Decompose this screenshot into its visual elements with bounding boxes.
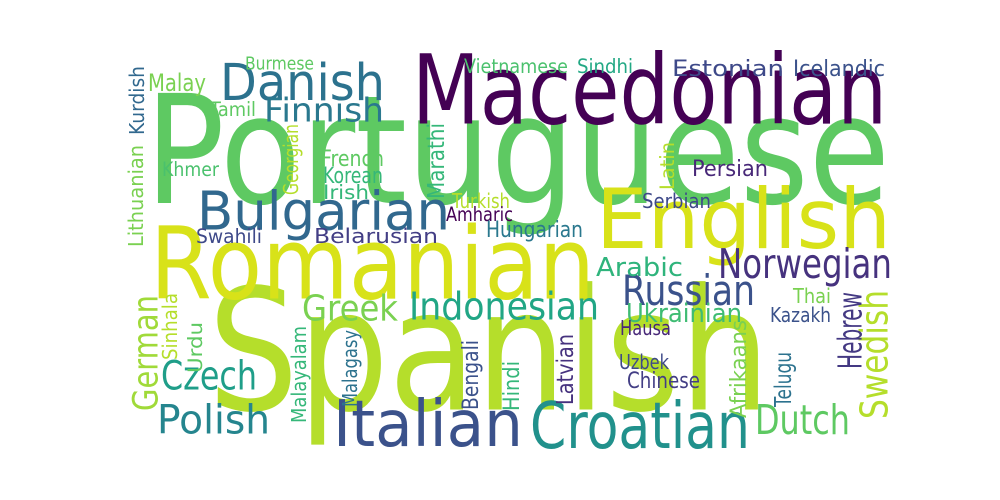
word-swedish: Swedish <box>853 290 898 419</box>
word-french: French <box>321 147 384 172</box>
word-thai: Thai <box>792 284 831 308</box>
word-belarusian: Belarusian <box>314 224 438 248</box>
word-malay: Malay <box>148 68 206 97</box>
word-indonesian: Indonesian <box>409 285 599 330</box>
word-czech: Czech <box>161 354 257 400</box>
word-telugu: Telugu <box>771 352 797 408</box>
word-hausa: Hausa <box>620 316 671 340</box>
word-irish: Irish <box>323 181 369 204</box>
word-sinhala: Sinhala <box>158 293 182 360</box>
word-hebrew: Hebrew <box>831 292 870 369</box>
word-persian: Persian <box>692 157 768 182</box>
word-greek: Greek <box>302 289 398 330</box>
word-khmer: Khmer <box>162 158 219 181</box>
word-malayalam: Malayalam <box>287 326 311 423</box>
word-hungarian: Hungarian <box>486 218 583 243</box>
word-german: German <box>127 295 167 411</box>
word-spanish: Spanish <box>208 253 770 450</box>
word-serbian: Serbian <box>642 189 711 213</box>
word-latin: Latin <box>656 142 679 190</box>
word-hindi: Hindi <box>500 361 525 411</box>
word-bengali: Bengali <box>459 340 484 410</box>
word-swahili: Swahili <box>196 225 262 248</box>
word-kazakh: Kazakh <box>770 303 831 327</box>
word-korean: Korean <box>323 164 383 189</box>
word-turkish: Turkish <box>451 189 510 213</box>
word-sindhi: Sindhi <box>577 55 633 78</box>
word-tamil: Tamil <box>209 98 256 121</box>
word-amharic: Amharic <box>446 203 513 226</box>
word-malagasy: Malagasy <box>338 330 362 407</box>
word-lithuanian: Lithuanian <box>124 145 148 247</box>
word-chinese: Chinese <box>627 369 700 394</box>
word-kurdish: Kurdish <box>125 66 149 135</box>
word-afrikaans: Afrikaans <box>727 320 752 418</box>
word-bulgarian: Bulgarian <box>197 180 450 243</box>
word-finnish: Finnish <box>264 91 384 130</box>
word-vietnamese: Vietnamese <box>464 55 568 78</box>
word-english: English <box>596 171 891 268</box>
word-ukrainian: Ukrainian <box>626 299 742 329</box>
word-portuguese: Portuguese <box>145 63 890 239</box>
word-arabic: Arabic <box>596 253 683 283</box>
word-polish: Polish <box>157 398 270 444</box>
word-burmese: Burmese <box>245 54 314 75</box>
word-italian: Italian <box>333 388 523 462</box>
word-estonian: Estonian <box>672 57 784 82</box>
word-icelandic: Icelandic <box>793 57 885 82</box>
word-dutch: Dutch <box>755 396 850 444</box>
word-macedonian: Macedonian <box>412 35 887 147</box>
word-uzbek: Uzbek <box>619 350 669 374</box>
word-marathi: Marathi <box>424 123 450 199</box>
word-russian: Russian <box>622 266 755 315</box>
word-croatian: Croatian <box>530 390 750 464</box>
word-romanian: Romanian <box>150 206 595 323</box>
word-latvian: Latvian <box>553 334 579 405</box>
word-urdu: Urdu <box>184 322 207 373</box>
word-georgian: Georgian <box>279 124 303 195</box>
word-danish: Danish <box>220 53 385 113</box>
word-norwegian: Norwegian <box>718 240 892 288</box>
